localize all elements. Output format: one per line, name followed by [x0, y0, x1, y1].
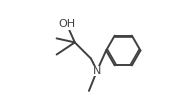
Bar	[60, 18, 74, 30]
Text: OH: OH	[58, 19, 75, 29]
Bar	[93, 66, 101, 76]
Text: N: N	[93, 66, 101, 76]
